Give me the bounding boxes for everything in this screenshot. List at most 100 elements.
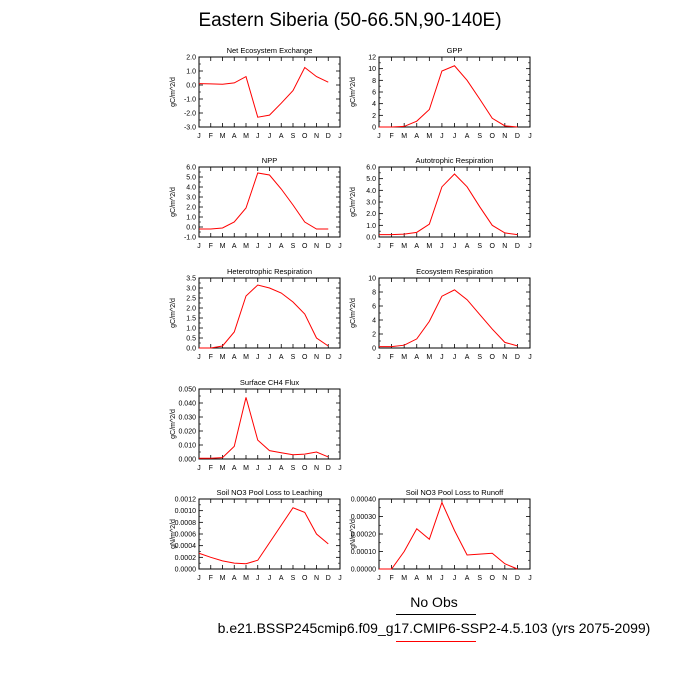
plot-frame — [198, 56, 341, 128]
panel-title: GPP — [447, 46, 463, 55]
x-tick-label: J — [377, 133, 381, 140]
y-tick-label: 0.00000 — [351, 567, 376, 574]
y-tick-label: 0.000 — [178, 457, 196, 464]
x-tick-label: N — [314, 354, 319, 361]
series-line — [198, 507, 329, 565]
panel-title: Heterotrophic Respiration — [227, 267, 312, 276]
x-tick-label: M — [220, 575, 226, 582]
y-axis-label: gN/m^2/d — [350, 519, 357, 549]
x-tick-label: J — [197, 575, 201, 582]
x-tick-label: O — [302, 243, 308, 250]
x-tick-label: A — [279, 243, 284, 250]
x-tick-label: M — [401, 133, 407, 140]
y-axis-label: gC/m^2/d — [170, 77, 177, 107]
x-tick-label: J — [338, 133, 342, 140]
y-tick-label: 3.5 — [186, 276, 196, 283]
y-tick-label: 2 — [372, 113, 376, 120]
y-tick-label: 10 — [368, 276, 376, 283]
x-tick-label: F — [209, 354, 213, 361]
x-tick-label: S — [291, 575, 296, 582]
x-tick-label: A — [232, 354, 237, 361]
x-tick-label: J — [197, 133, 201, 140]
panel-title: Ecosystem Respiration — [416, 267, 493, 276]
y-tick-label: -3.0 — [184, 125, 196, 132]
x-tick-label: J — [268, 133, 272, 140]
series-line — [199, 284, 329, 349]
x-tick-label: N — [502, 354, 507, 361]
y-tick-label: 6 — [372, 90, 376, 97]
plot-frame — [198, 166, 341, 238]
legend-case-label: b.e21.BSSP245cmip6.f09_g17.CMIP6-SSP2-4.… — [217, 620, 651, 636]
y-tick-label: 0.0000 — [175, 567, 197, 574]
y-axis-label: gC/m^2/d — [350, 298, 357, 328]
panel-title: Surface CH4 Flux — [240, 378, 299, 387]
x-tick-label: O — [302, 575, 308, 582]
x-tick-label: M — [220, 243, 226, 250]
x-tick-label: F — [209, 243, 213, 250]
plot-frame — [198, 498, 341, 570]
y-tick-label: 1.0 — [366, 223, 376, 230]
y-axis-label: gC/m^2/d — [170, 187, 177, 217]
y-tick-label: 0.0002 — [175, 555, 197, 562]
x-tick-label: N — [502, 133, 507, 140]
x-tick-label: F — [209, 575, 213, 582]
x-tick-label: O — [302, 465, 308, 472]
x-tick-label: F — [389, 354, 393, 361]
x-tick-label: A — [465, 243, 470, 250]
x-tick-label: M — [243, 465, 249, 472]
x-tick-label: A — [232, 465, 237, 472]
y-tick-label: 3.0 — [366, 200, 376, 207]
x-tick-label: A — [465, 575, 470, 582]
panel-title: Net Ecosystem Exchange — [227, 46, 313, 55]
y-tick-label: 2.0 — [186, 306, 196, 313]
y-tick-label: 0.040 — [178, 401, 196, 408]
x-tick-label: N — [502, 243, 507, 250]
x-tick-label: A — [414, 354, 419, 361]
y-tick-label: 2.0 — [366, 211, 376, 218]
x-tick-label: A — [465, 133, 470, 140]
x-tick-label: F — [389, 575, 393, 582]
x-tick-label: A — [279, 133, 284, 140]
x-tick-label: N — [502, 575, 507, 582]
x-tick-label: O — [490, 243, 496, 250]
x-tick-label: M — [243, 575, 249, 582]
x-tick-label: M — [426, 133, 432, 140]
y-tick-label: 2.0 — [186, 55, 196, 62]
y-tick-label: 3.0 — [186, 286, 196, 293]
x-tick-label: M — [220, 133, 226, 140]
series-line — [379, 289, 518, 348]
x-tick-label: J — [338, 354, 342, 361]
x-tick-label: M — [220, 465, 226, 472]
y-tick-label: 6.0 — [366, 165, 376, 172]
x-tick-label: D — [515, 575, 520, 582]
x-tick-label: O — [490, 354, 496, 361]
y-tick-label: -1.0 — [184, 235, 196, 242]
plot-frame — [378, 277, 531, 349]
x-tick-label: J — [197, 465, 201, 472]
y-tick-label: 1.0 — [186, 326, 196, 333]
y-tick-label: 0.00020 — [351, 532, 376, 539]
y-tick-label: 0.0012 — [175, 497, 197, 504]
x-tick-label: D — [326, 465, 331, 472]
y-tick-label: 0.0 — [186, 225, 196, 232]
x-tick-label: S — [291, 354, 296, 361]
page-title: Eastern Siberia (50-66.5N,90-140E) — [198, 10, 502, 31]
plot-frame — [378, 498, 531, 570]
x-tick-label: S — [291, 133, 296, 140]
x-tick-label: J — [197, 243, 201, 250]
x-tick-label: S — [477, 575, 482, 582]
y-tick-label: 6 — [372, 304, 376, 311]
x-tick-label: M — [243, 354, 249, 361]
x-tick-label: J — [440, 575, 444, 582]
panel-title: Soil NO3 Pool Loss to Runoff — [406, 488, 504, 497]
x-tick-label: A — [279, 465, 284, 472]
y-tick-label: 0.5 — [186, 336, 196, 343]
x-tick-label: A — [232, 243, 237, 250]
y-tick-label: 10 — [368, 66, 376, 73]
y-axis-label: gC/m^2/d — [170, 298, 177, 328]
y-tick-label: 0.0004 — [175, 543, 197, 550]
x-tick-label: M — [401, 243, 407, 250]
x-tick-label: S — [291, 243, 296, 250]
x-tick-label: O — [302, 354, 308, 361]
x-tick-label: J — [268, 465, 272, 472]
